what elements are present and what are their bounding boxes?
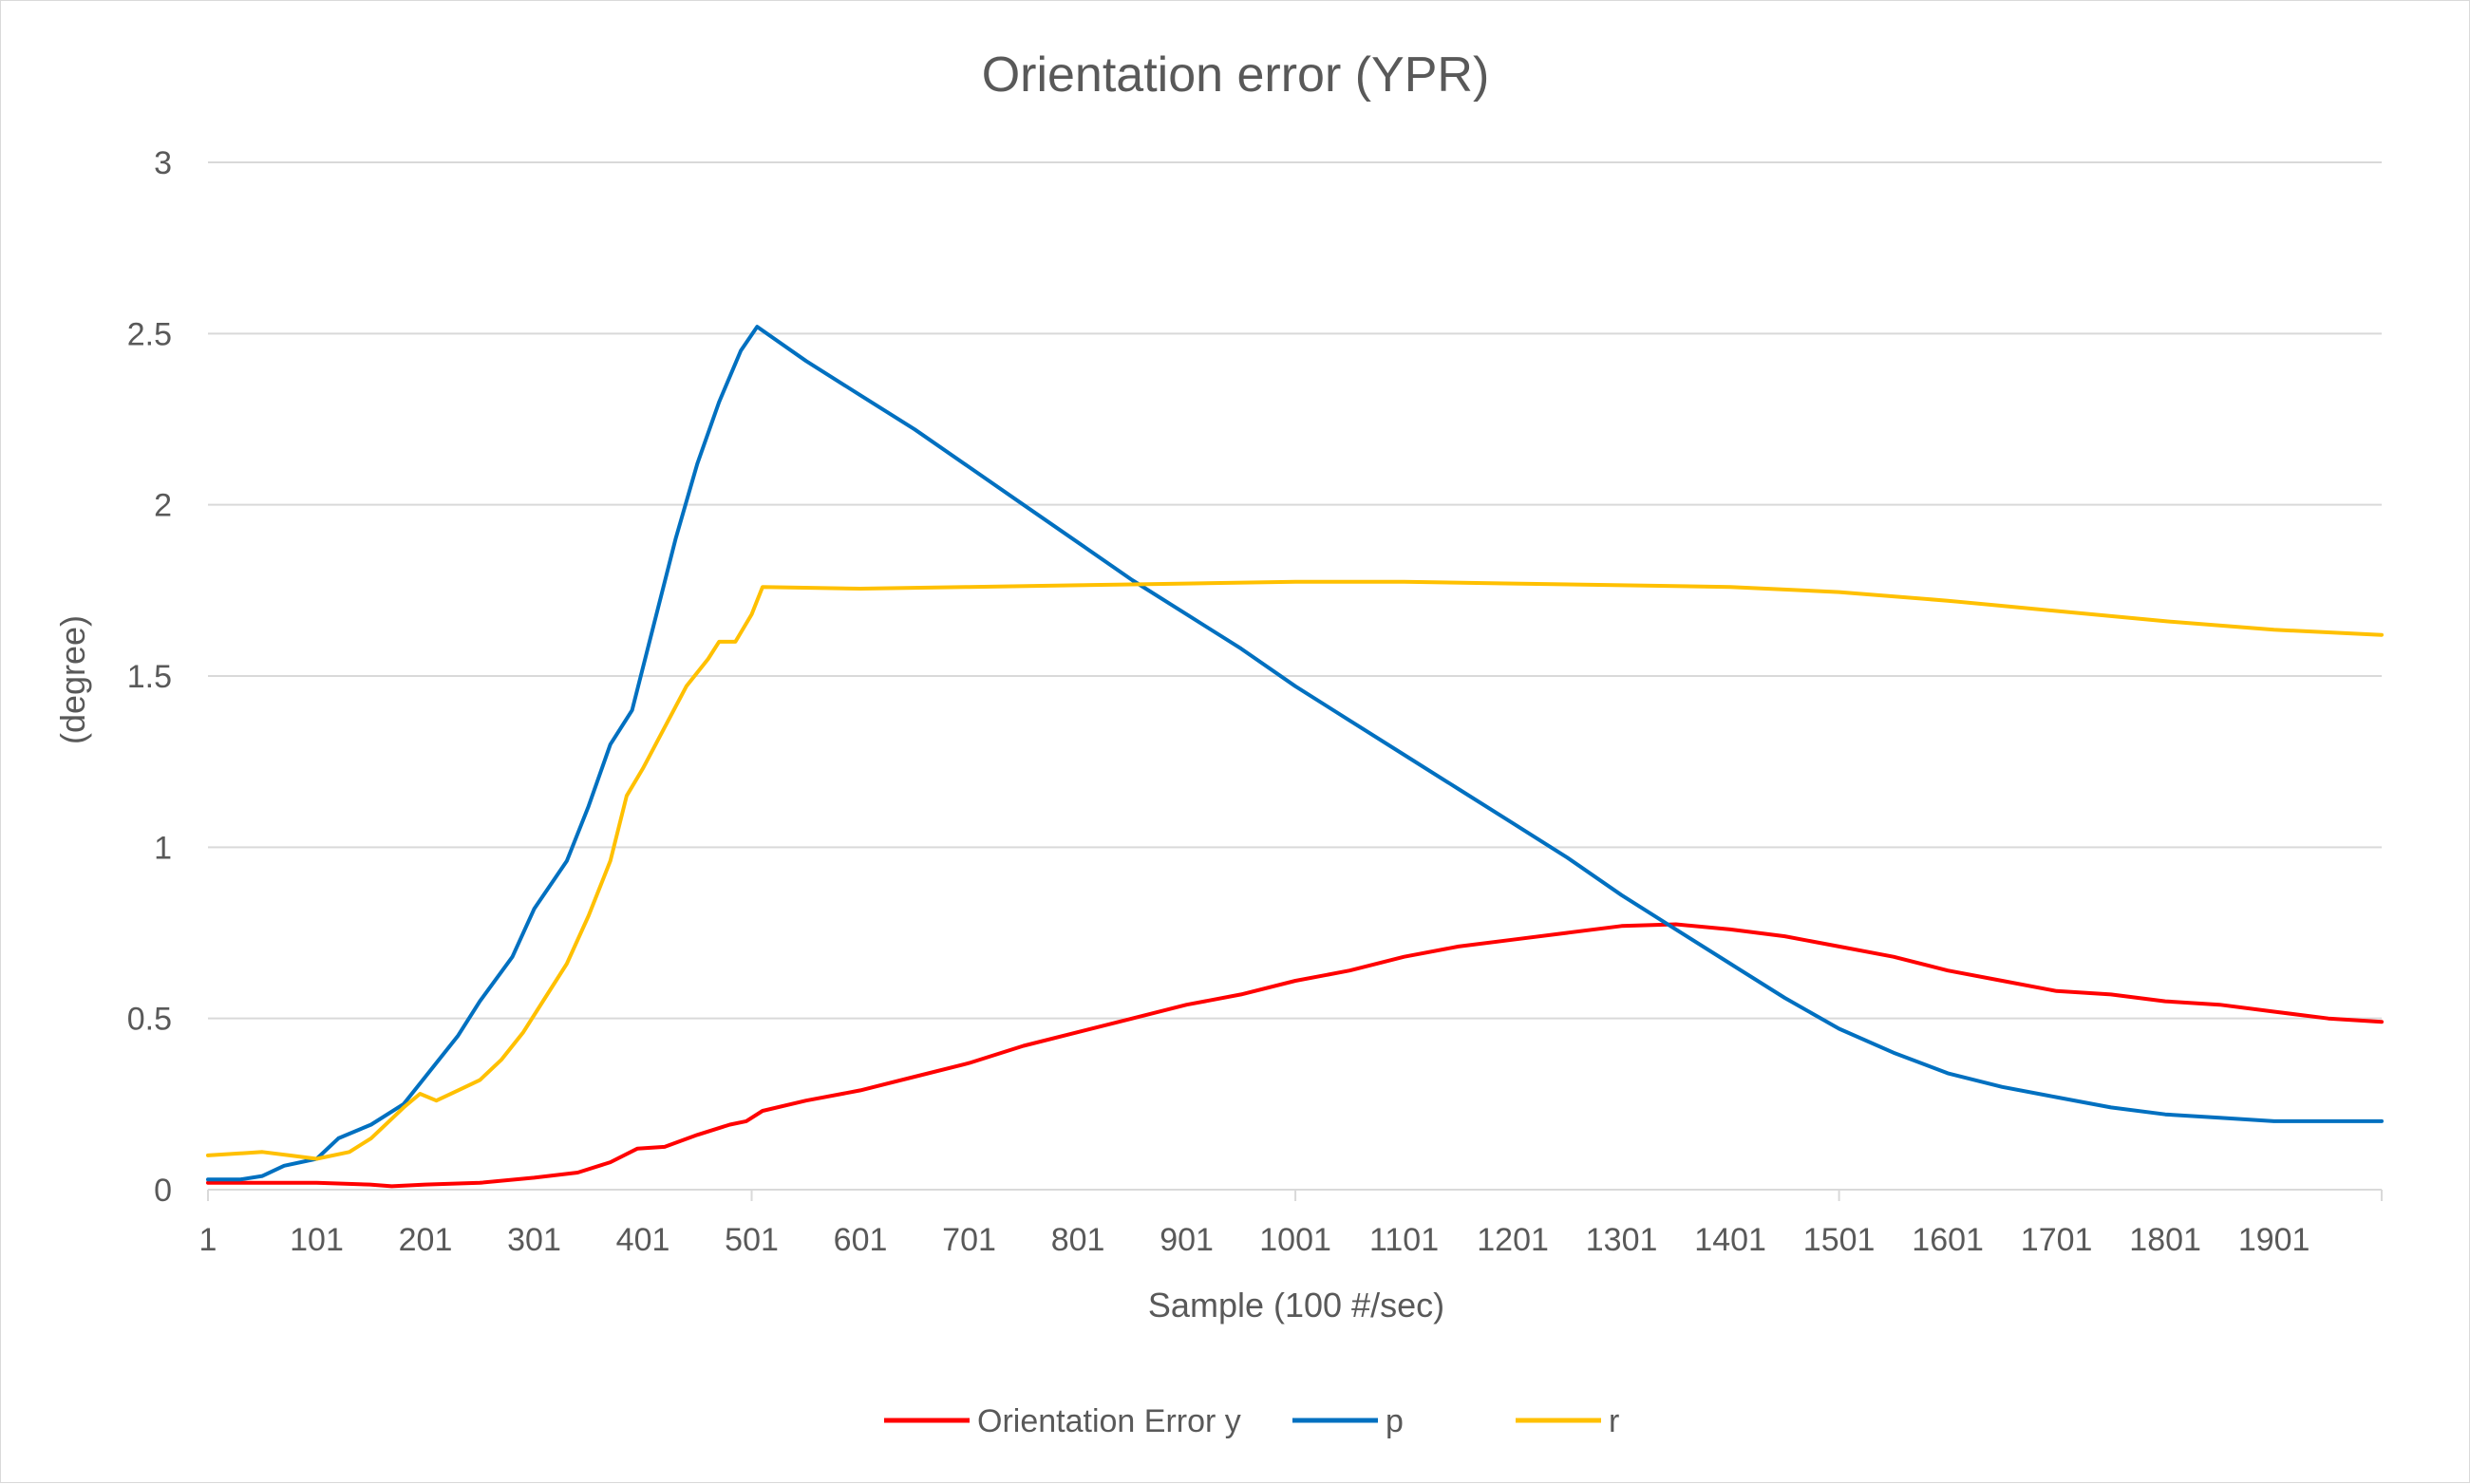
x-axis: 1 101 201 301 401 501 601 701 801 901 1001 1101 1201… — [199, 1189, 2383, 1258]
series-line-r — [206, 579, 2384, 1161]
y-axis-title: (degree) — [53, 615, 92, 744]
legend-label: Orientation Error y — [977, 1403, 1241, 1439]
series-line-orientation-error-y — [206, 922, 2384, 1189]
x-tick-label: 1301 — [1586, 1222, 1658, 1258]
x-tick-label: 1901 — [2238, 1222, 2310, 1258]
y-tick-label: 0 — [154, 1173, 172, 1209]
x-tick-label: 601 — [834, 1222, 888, 1258]
x-tick-label: 1201 — [1477, 1222, 1549, 1258]
x-tick-label: 201 — [399, 1222, 453, 1258]
legend-label: r — [1609, 1403, 1619, 1439]
x-tick-label: 1501 — [1803, 1222, 1876, 1258]
series-lines — [206, 325, 2384, 1189]
legend-label: p — [1386, 1403, 1404, 1439]
x-tick-label: 101 — [290, 1222, 344, 1258]
legend: Orientation Error y p r — [884, 1403, 1619, 1439]
x-tick-label: 1101 — [1369, 1222, 1439, 1258]
y-tick-label: 1.5 — [127, 659, 172, 695]
x-axis-title: Sample (100 #/sec) — [1148, 1286, 1444, 1324]
x-tick-label: 901 — [1160, 1222, 1214, 1258]
y-tick-label: 2 — [154, 488, 172, 524]
gridlines — [208, 161, 2382, 1020]
series-line-p — [206, 325, 2384, 1182]
x-tick-label: 401 — [616, 1222, 670, 1258]
x-tick-label: 1 — [199, 1222, 217, 1258]
y-tick-label: 1 — [154, 830, 172, 866]
x-tick-label: 301 — [507, 1222, 561, 1258]
x-tick-label: 1601 — [1912, 1222, 1984, 1258]
x-tick-label: 1001 — [1259, 1222, 1331, 1258]
y-tick-label: 0.5 — [127, 1002, 172, 1038]
chart-title: Orientation error (YPR) — [982, 47, 1490, 103]
y-tick-label: 2.5 — [127, 316, 172, 352]
x-tick-label: 1401 — [1694, 1222, 1766, 1258]
x-tick-label: 701 — [942, 1222, 996, 1258]
x-tick-label: 801 — [1051, 1222, 1105, 1258]
y-axis-tick-labels: 0 0.5 1 1.5 2 2.5 3 — [127, 145, 172, 1209]
y-tick-label: 3 — [154, 145, 172, 181]
x-tick-label: 501 — [725, 1222, 779, 1258]
x-tick-label: 1701 — [2021, 1222, 2093, 1258]
x-tick-label: 1801 — [2129, 1222, 2201, 1258]
